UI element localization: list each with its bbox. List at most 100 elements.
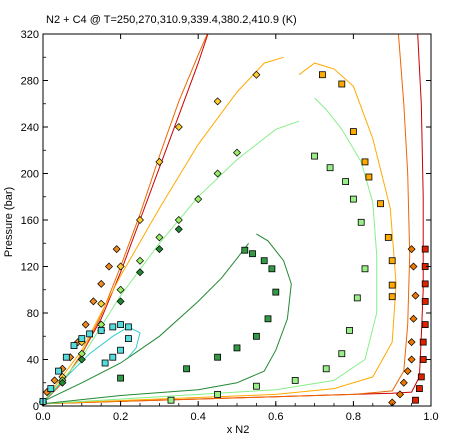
series-3-point bbox=[318, 71, 326, 79]
x-tick-label: 0.6 bbox=[268, 411, 283, 423]
series-2-point bbox=[112, 245, 121, 254]
series-8-point bbox=[58, 378, 67, 387]
series-1-point bbox=[409, 314, 418, 323]
series-6-point bbox=[349, 195, 357, 203]
series-9-point bbox=[101, 359, 109, 367]
series-1-point bbox=[409, 262, 418, 271]
series-8-point bbox=[155, 245, 164, 254]
series-6-point bbox=[252, 382, 260, 390]
x-tick-label: 0.0 bbox=[35, 411, 50, 423]
series-0-point bbox=[419, 338, 427, 346]
series-8-point bbox=[77, 355, 86, 364]
series-2-point bbox=[89, 297, 98, 306]
series-1-point bbox=[411, 291, 420, 300]
series-6-point bbox=[214, 390, 222, 398]
series-9-point bbox=[70, 342, 78, 350]
y-tick-label: 240 bbox=[21, 122, 39, 134]
y-tick-label: 280 bbox=[21, 76, 39, 88]
series-5-point bbox=[194, 195, 203, 204]
series-9-point bbox=[117, 321, 124, 329]
series-6-point bbox=[357, 218, 365, 226]
series-4-point bbox=[155, 157, 164, 166]
series-6-point bbox=[338, 350, 346, 358]
series-3-bubble-curve bbox=[43, 56, 284, 403]
series-1-point bbox=[399, 378, 408, 387]
series-4-point bbox=[174, 123, 183, 131]
y-axis-title: Pressure (bar) bbox=[3, 187, 15, 257]
series-9-point bbox=[55, 367, 62, 375]
series-7-bubble-curve bbox=[43, 242, 249, 402]
series-3-point bbox=[388, 293, 396, 301]
series-3-point bbox=[388, 257, 396, 265]
series-1-point bbox=[407, 338, 416, 347]
marker-layer bbox=[39, 70, 429, 407]
series-5-point bbox=[174, 216, 183, 224]
x-tick-label: 1.0 bbox=[423, 411, 438, 423]
series-9-point bbox=[125, 335, 132, 343]
series-9-point bbox=[125, 323, 132, 331]
series-5-point bbox=[155, 233, 164, 242]
series-7-point bbox=[241, 246, 249, 254]
series-6-point bbox=[326, 164, 334, 172]
series-6-point bbox=[342, 178, 350, 186]
series-6-point bbox=[322, 365, 330, 373]
y-tick-label: 160 bbox=[21, 215, 39, 227]
series-5-point bbox=[213, 169, 222, 178]
series-4-point bbox=[213, 97, 222, 106]
y-tick-label: 80 bbox=[27, 308, 39, 320]
series-7-dew-curve bbox=[43, 233, 292, 405]
series-8-point bbox=[116, 297, 125, 306]
series-1-point bbox=[407, 355, 416, 364]
series-6-point bbox=[361, 265, 369, 273]
x-tick-label: 0.2 bbox=[113, 411, 128, 423]
series-7-point bbox=[117, 374, 124, 382]
series-9-point bbox=[117, 346, 124, 354]
series-4-point bbox=[252, 70, 261, 79]
series-5-point bbox=[136, 256, 144, 265]
series-3-point bbox=[365, 173, 373, 181]
series-9-point bbox=[47, 385, 55, 393]
plot-area bbox=[39, 34, 429, 407]
y-tick-label: 0 bbox=[33, 401, 39, 413]
series-7-point bbox=[260, 257, 268, 265]
series-3-point bbox=[384, 233, 392, 241]
series-5-point bbox=[116, 285, 125, 294]
series-7-point bbox=[233, 344, 241, 352]
series-6-point bbox=[167, 396, 175, 404]
series-8-point bbox=[174, 225, 183, 234]
series-3-point bbox=[349, 128, 357, 136]
series-5-dew-curve bbox=[43, 97, 378, 405]
x-tick-label: 0.4 bbox=[191, 411, 206, 423]
series-7-point bbox=[183, 365, 191, 373]
series-8-point bbox=[136, 268, 144, 277]
series-5-point bbox=[233, 148, 241, 157]
series-7-point bbox=[252, 332, 260, 340]
series-9-point bbox=[109, 353, 117, 361]
series-6-point bbox=[311, 152, 319, 160]
series-0-point bbox=[421, 321, 429, 329]
series-4-point bbox=[136, 216, 144, 224]
series-0-dew-curve bbox=[43, 34, 424, 405]
series-2-point bbox=[81, 320, 90, 329]
series-9-point bbox=[86, 330, 93, 338]
series-1-bubble-curve bbox=[43, 34, 208, 403]
series-7-point bbox=[264, 315, 272, 323]
y-tick-label: 200 bbox=[21, 169, 39, 181]
curve-layer bbox=[43, 34, 424, 405]
series-2-point bbox=[97, 279, 106, 288]
series-9-point bbox=[78, 335, 86, 343]
series-9-point bbox=[62, 353, 70, 361]
series-7-point bbox=[272, 288, 280, 296]
series-0-bubble-curve bbox=[43, 34, 209, 403]
series-9-bubble-curve bbox=[43, 326, 141, 403]
series-0-point bbox=[412, 396, 419, 404]
series-2-point bbox=[105, 262, 113, 271]
series-9-point bbox=[97, 326, 105, 334]
series-0-point bbox=[421, 280, 429, 288]
series-6-point bbox=[346, 326, 353, 334]
series-1-point bbox=[396, 390, 404, 399]
series-9-point bbox=[109, 323, 117, 331]
series-3-point bbox=[338, 80, 346, 88]
chart-title: N2 + C4 @ T=250,270,310.9,339.4,380.2,41… bbox=[46, 14, 297, 26]
